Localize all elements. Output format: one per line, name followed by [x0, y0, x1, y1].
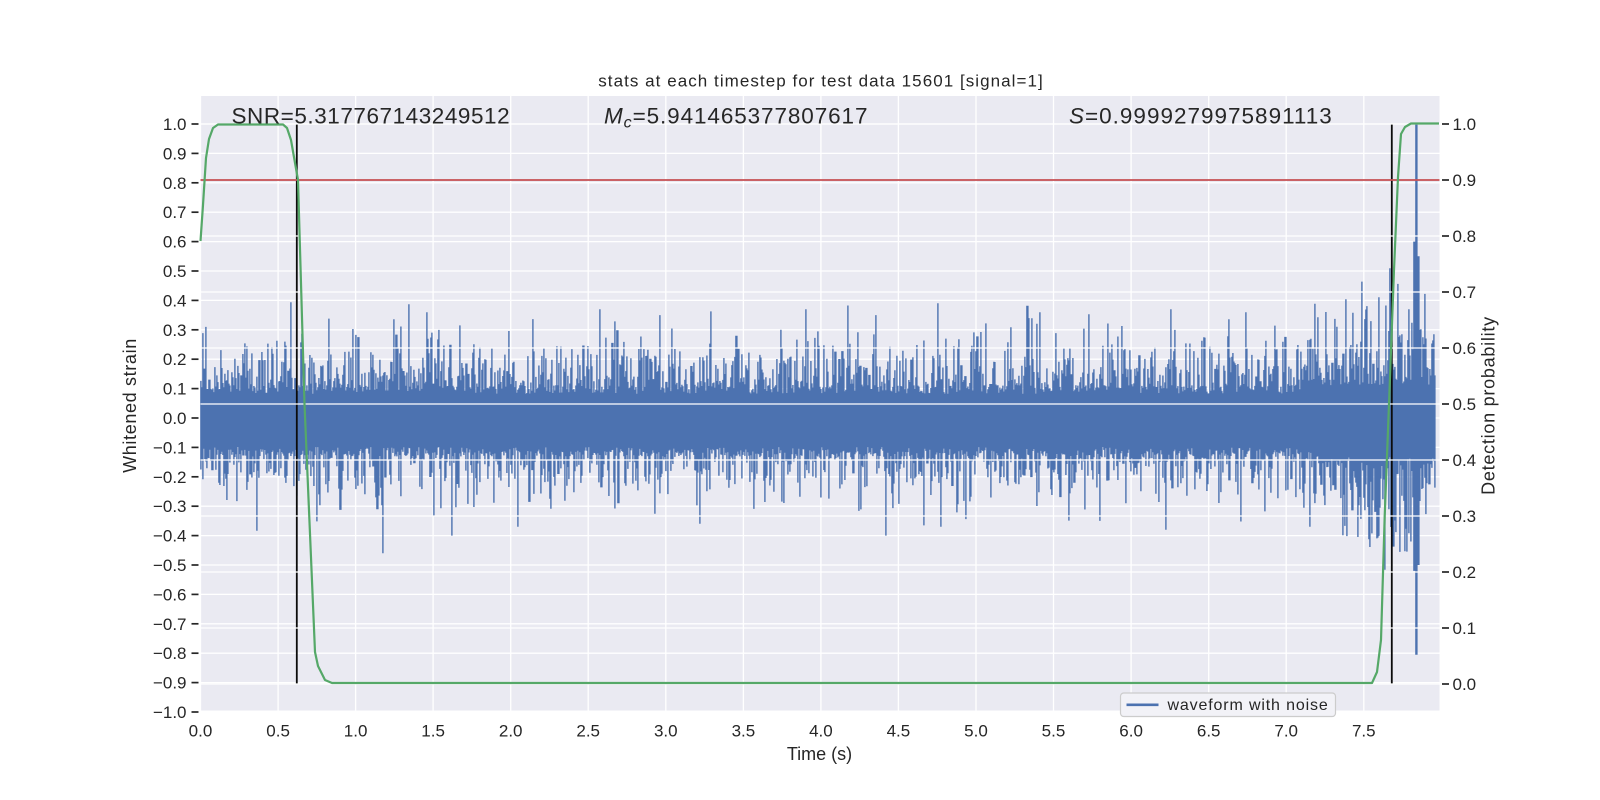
svg-text:0.1: 0.1 — [163, 380, 187, 399]
svg-text:waveform with noise: waveform with noise — [1167, 697, 1329, 714]
svg-text:0.6: 0.6 — [163, 233, 187, 252]
svg-text:1.5: 1.5 — [421, 722, 445, 741]
svg-text:1.0: 1.0 — [344, 722, 368, 741]
svg-text:−0.2: −0.2 — [153, 468, 187, 487]
svg-text:−0.7: −0.7 — [153, 615, 187, 634]
svg-text:0.3: 0.3 — [1453, 507, 1477, 526]
svg-text:0.5: 0.5 — [266, 722, 290, 741]
svg-text:7.5: 7.5 — [1352, 722, 1376, 741]
svg-text:Detection probability: Detection probability — [1479, 316, 1499, 495]
svg-text:−0.6: −0.6 — [153, 585, 187, 604]
svg-text:Time (s): Time (s) — [787, 744, 852, 764]
svg-text:6.0: 6.0 — [1119, 722, 1143, 741]
svg-text:0.1: 0.1 — [1453, 619, 1477, 638]
svg-text:5.0: 5.0 — [964, 722, 988, 741]
svg-text:−0.4: −0.4 — [153, 527, 187, 546]
svg-text:0.3: 0.3 — [163, 321, 187, 340]
svg-text:0.0: 0.0 — [189, 722, 213, 741]
svg-text:−0.3: −0.3 — [153, 497, 187, 516]
svg-text:0.9: 0.9 — [1453, 171, 1477, 190]
svg-text:0.4: 0.4 — [1453, 451, 1477, 470]
svg-text:0.7: 0.7 — [1453, 283, 1477, 302]
svg-text:−0.8: −0.8 — [153, 644, 187, 663]
svg-text:4.5: 4.5 — [887, 722, 911, 741]
svg-text:1.0: 1.0 — [1453, 115, 1477, 134]
svg-text:0.0: 0.0 — [1453, 675, 1477, 694]
svg-text:3.5: 3.5 — [732, 722, 756, 741]
svg-text:5.5: 5.5 — [1042, 722, 1066, 741]
svg-text:2.5: 2.5 — [576, 722, 600, 741]
svg-text:0.9: 0.9 — [163, 144, 187, 163]
svg-text:4.0: 4.0 — [809, 722, 833, 741]
svg-text:6.5: 6.5 — [1197, 722, 1221, 741]
svg-text:Whitened strain: Whitened strain — [120, 338, 140, 473]
svg-text:7.0: 7.0 — [1274, 722, 1298, 741]
svg-text:0.2: 0.2 — [1453, 563, 1477, 582]
svg-text:2.0: 2.0 — [499, 722, 523, 741]
svg-text:0.4: 0.4 — [163, 291, 187, 310]
svg-text:S=0.9999279975891113: S=0.9999279975891113 — [1069, 104, 1333, 129]
svg-text:SNR=5.317767143249512: SNR=5.317767143249512 — [232, 104, 511, 129]
svg-text:−0.9: −0.9 — [153, 674, 187, 693]
svg-text:0.8: 0.8 — [1453, 227, 1477, 246]
svg-text:0.8: 0.8 — [163, 174, 187, 193]
svg-text:1.0: 1.0 — [163, 115, 187, 134]
svg-text:0.6: 0.6 — [1453, 339, 1477, 358]
svg-text:−0.1: −0.1 — [153, 438, 187, 457]
svg-text:0.5: 0.5 — [1453, 395, 1477, 414]
svg-text:0.5: 0.5 — [163, 262, 187, 281]
svg-text:0.2: 0.2 — [163, 350, 187, 369]
svg-text:−0.5: −0.5 — [153, 556, 187, 575]
svg-text:−1.0: −1.0 — [153, 703, 187, 722]
svg-text:stats at each timestep for tes: stats at each timestep for test data 156… — [598, 72, 1043, 91]
svg-text:Mc=5.941465377807617: Mc=5.941465377807617 — [604, 104, 868, 132]
svg-text:0.0: 0.0 — [163, 409, 187, 428]
svg-text:3.0: 3.0 — [654, 722, 678, 741]
svg-text:0.7: 0.7 — [163, 203, 187, 222]
